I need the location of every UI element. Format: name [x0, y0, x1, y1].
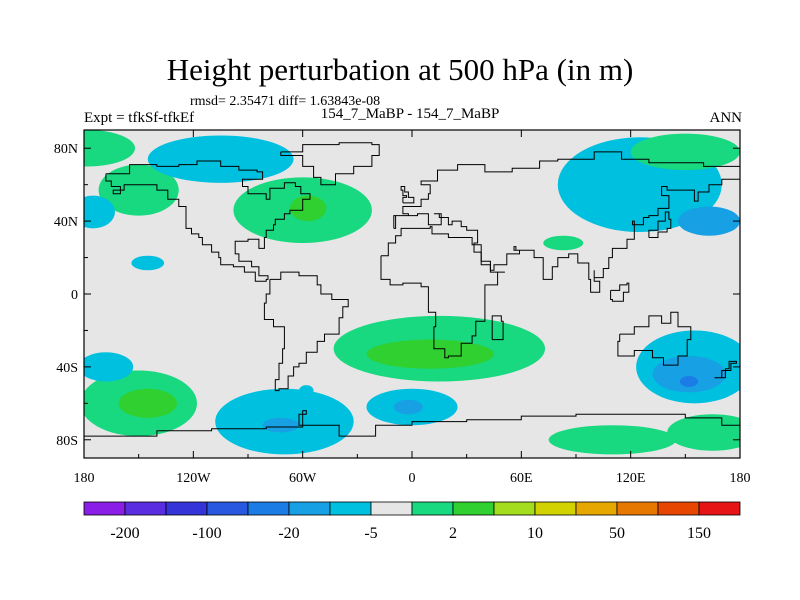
contour-region-22 — [84, 352, 134, 382]
colorbar: -200 -100 -20 -5 2 10 50 150 — [83, 501, 741, 542]
colorbar-box-15 — [698, 501, 741, 516]
coastline-greenland — [280, 142, 380, 186]
colorbar-box-10 — [493, 501, 536, 516]
y-tick-label-0: 80N — [54, 142, 78, 157]
x-tick-label-5: 120E — [616, 471, 646, 486]
colorbar-box-13 — [616, 501, 659, 516]
coastline-eurasia — [393, 151, 740, 293]
y-tick-label-3: 40S — [56, 361, 78, 376]
colorbar-box-7 — [370, 501, 413, 516]
colorbar-label-3: -5 — [364, 525, 377, 542]
x-axis: 180 120W 60W 0 60E 120E 180 — [74, 130, 751, 486]
colorbar-box-0 — [83, 501, 126, 516]
coastline-layer — [84, 142, 740, 437]
coastline-japan — [648, 211, 672, 238]
colorbar-box-14 — [657, 501, 700, 516]
colorbar-box-1 — [124, 501, 167, 516]
colorbar-box-6 — [329, 501, 372, 516]
coastline-africa — [380, 226, 505, 359]
contour-region-0 — [84, 130, 136, 167]
season-label: ANN — [709, 110, 743, 126]
coastline-australia — [617, 311, 692, 366]
coastline-uk — [400, 186, 415, 204]
contour-region-9 — [630, 133, 740, 171]
x-tick-label-4: 60E — [510, 471, 533, 486]
y-tick-label-4: 80S — [56, 434, 78, 449]
contour-region-8 — [678, 206, 740, 236]
contour-region-12 — [366, 339, 494, 369]
colorbar-label-2: -20 — [278, 525, 299, 542]
coastline-new-zealand — [714, 360, 737, 379]
case-label: 154_7_MaBP - 154_7_MaBP — [320, 106, 500, 122]
chart-title: Height perturbation at 500 hPa (in m) — [166, 52, 634, 87]
contour-fill-layer — [84, 130, 740, 455]
colorbar-box-4 — [247, 501, 290, 516]
colorbar-box-9 — [452, 501, 495, 516]
colorbar-box-3 — [206, 501, 249, 516]
colorbar-box-8 — [411, 501, 454, 516]
colorbar-label-4: 2 — [449, 525, 457, 542]
contour-region-16 — [667, 414, 740, 451]
x-tick-label-3: 0 — [409, 471, 416, 486]
colorbar-box-5 — [288, 501, 331, 516]
colorbar-box-2 — [165, 501, 208, 516]
contour-region-17 — [548, 425, 677, 455]
contour-region-15 — [679, 376, 699, 387]
colorbar-label-5: 10 — [527, 525, 543, 542]
x-tick-label-6: 180 — [730, 471, 751, 486]
coastline-antarctica — [84, 410, 740, 437]
y-tick-label-1: 40N — [54, 215, 78, 230]
contour-region-4 — [147, 135, 294, 183]
contour-region-21 — [118, 388, 177, 418]
contour-region-3 — [289, 195, 327, 222]
colorbar-label-6: 50 — [609, 525, 625, 542]
contour-region-1 — [98, 164, 179, 216]
coastline-south-america — [263, 271, 349, 392]
y-tick-label-2: 0 — [71, 288, 78, 303]
colorbar-label-7: 150 — [687, 525, 711, 542]
contour-region-19 — [262, 417, 300, 433]
coastline-north-america — [105, 160, 311, 282]
contour-region-6 — [131, 255, 165, 271]
experiment-label: Expt = tfkSf-tfkEf — [84, 110, 195, 126]
colorbar-label-1: -100 — [192, 525, 221, 542]
coastline-madagascar — [491, 315, 504, 341]
contour-region-24 — [393, 399, 423, 415]
x-tick-label-2: 60W — [289, 471, 317, 486]
contour-region-25 — [299, 385, 314, 397]
x-tick-label-1: 120W — [176, 471, 211, 486]
y-axis: 80N 40N 0 40S 80S — [54, 142, 740, 449]
x-tick-label-0: 180 — [74, 471, 95, 486]
colorbar-label-0: -200 — [110, 525, 139, 542]
contour-region-10 — [543, 235, 584, 251]
colorbar-box-12 — [575, 501, 618, 516]
contour-region-5 — [84, 195, 115, 229]
colorbar-box-11 — [534, 501, 577, 516]
coastline-borneo — [610, 282, 630, 302]
stats-line: rmsd= 2.35471 diff= 1.63843e-08 — [190, 94, 381, 109]
